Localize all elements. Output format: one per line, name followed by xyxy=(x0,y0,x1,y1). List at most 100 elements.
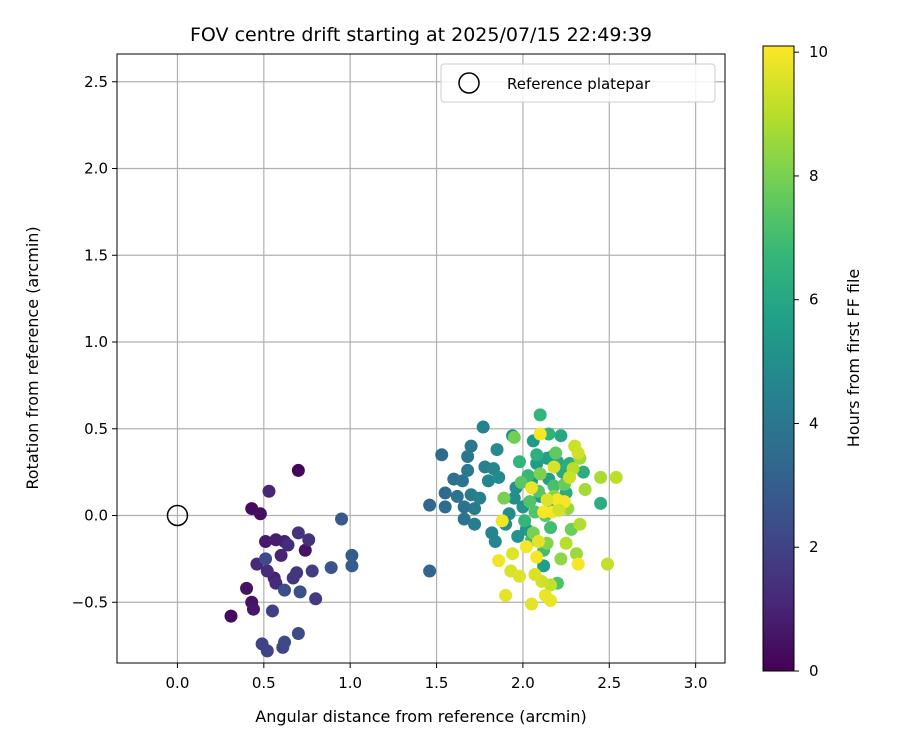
y-tick-label: 0.0 xyxy=(84,507,108,525)
data-point xyxy=(531,535,545,549)
data-point xyxy=(497,491,511,505)
x-tick-label: 1.0 xyxy=(338,674,362,692)
data-point xyxy=(461,463,475,477)
data-point xyxy=(473,491,487,505)
colorbar-label: Hours from first FF file xyxy=(844,269,863,448)
x-tick-label: 2.5 xyxy=(597,674,621,692)
legend-label-reference: Reference platepar xyxy=(507,75,651,93)
data-point xyxy=(345,548,359,562)
data-point xyxy=(476,420,490,434)
data-point xyxy=(278,583,292,597)
data-point xyxy=(324,561,338,575)
data-point xyxy=(309,592,323,606)
data-point xyxy=(490,443,504,457)
y-tick-label: 1.0 xyxy=(84,333,108,351)
data-point xyxy=(435,448,449,462)
data-point xyxy=(259,535,273,549)
data-point xyxy=(224,609,238,623)
y-tick-label: 2.5 xyxy=(84,73,108,91)
data-point xyxy=(537,559,551,573)
data-point xyxy=(569,547,583,561)
data-point xyxy=(450,489,464,503)
data-point xyxy=(507,430,521,444)
y-axis-ticks: −0.5 0.0 0.5 1.0 1.5 2.0 2.5 xyxy=(72,73,117,611)
data-point xyxy=(530,448,544,462)
data-point xyxy=(547,479,561,493)
data-point xyxy=(571,446,585,460)
reference-platepar-marker xyxy=(166,504,189,527)
data-point xyxy=(290,566,304,580)
data-point xyxy=(281,538,295,552)
data-point xyxy=(507,491,521,505)
data-point xyxy=(518,514,532,528)
y-tick-label: 0.5 xyxy=(84,420,108,438)
data-point xyxy=(594,496,608,510)
colorbar-tick-label: 6 xyxy=(809,291,819,309)
data-point xyxy=(492,554,506,568)
data-point xyxy=(492,470,506,484)
data-point xyxy=(464,439,478,453)
data-point xyxy=(578,482,592,496)
data-point xyxy=(540,493,554,507)
data-point xyxy=(594,470,608,484)
x-axis-ticks: 0.0 0.5 1.0 1.5 2.0 2.5 3.0 xyxy=(166,663,708,692)
data-point xyxy=(246,602,260,616)
data-point xyxy=(253,507,267,521)
x-tick-label: 0.5 xyxy=(252,674,276,692)
x-tick-label: 0.0 xyxy=(166,674,190,692)
data-point xyxy=(457,500,471,514)
data-point xyxy=(488,535,502,549)
colorbar-frame xyxy=(762,45,795,672)
data-point xyxy=(278,635,292,649)
data-point xyxy=(499,588,513,602)
colorbar-tick-label: 8 xyxy=(809,167,819,185)
data-point xyxy=(506,547,520,561)
colorbar-tick-label: 10 xyxy=(809,43,828,61)
data-point xyxy=(291,627,305,641)
legend: Reference platepar xyxy=(440,63,716,103)
data-point xyxy=(291,526,305,540)
data-point xyxy=(533,467,547,481)
data-point xyxy=(530,550,544,564)
data-point xyxy=(554,429,568,443)
data-point xyxy=(609,470,623,484)
data-point xyxy=(512,455,526,469)
data-point xyxy=(259,552,273,566)
data-point xyxy=(457,512,471,526)
data-point xyxy=(481,474,495,488)
x-tick-label: 3.0 xyxy=(684,674,708,692)
x-tick-label: 2.0 xyxy=(511,674,535,692)
data-point xyxy=(549,446,563,460)
data-point xyxy=(533,408,547,422)
data-point xyxy=(601,557,615,571)
data-point xyxy=(423,498,437,512)
data-point xyxy=(554,552,568,566)
y-axis-label: Rotation from reference (arcmin) xyxy=(23,226,42,489)
data-point xyxy=(291,463,305,477)
data-point xyxy=(423,564,437,578)
data-point xyxy=(305,564,319,578)
data-point xyxy=(260,564,274,578)
colorbar-ticks: 0 2 4 6 8 10 xyxy=(794,43,828,680)
data-point xyxy=(544,594,558,608)
grid-lines xyxy=(117,54,725,663)
data-point xyxy=(512,569,526,583)
data-point xyxy=(455,474,469,488)
data-point xyxy=(559,536,573,550)
y-tick-label: 2.0 xyxy=(84,160,108,178)
data-point xyxy=(511,529,525,543)
data-point xyxy=(576,465,590,479)
colorbar-gradient xyxy=(763,46,794,671)
colorbar-tick-label: 0 xyxy=(809,662,819,680)
data-point xyxy=(544,521,558,535)
data-point xyxy=(265,604,279,618)
data-point xyxy=(298,543,312,557)
data-point xyxy=(302,533,316,547)
data-point xyxy=(269,576,283,590)
colorbar: 0 2 4 6 8 10 Hours from first FF file xyxy=(762,43,863,680)
legend-marker-reference xyxy=(458,72,480,94)
data-point xyxy=(514,476,528,490)
chart-title: FOV centre drift starting at 2025/07/15 … xyxy=(190,24,652,46)
data-point xyxy=(262,484,276,498)
